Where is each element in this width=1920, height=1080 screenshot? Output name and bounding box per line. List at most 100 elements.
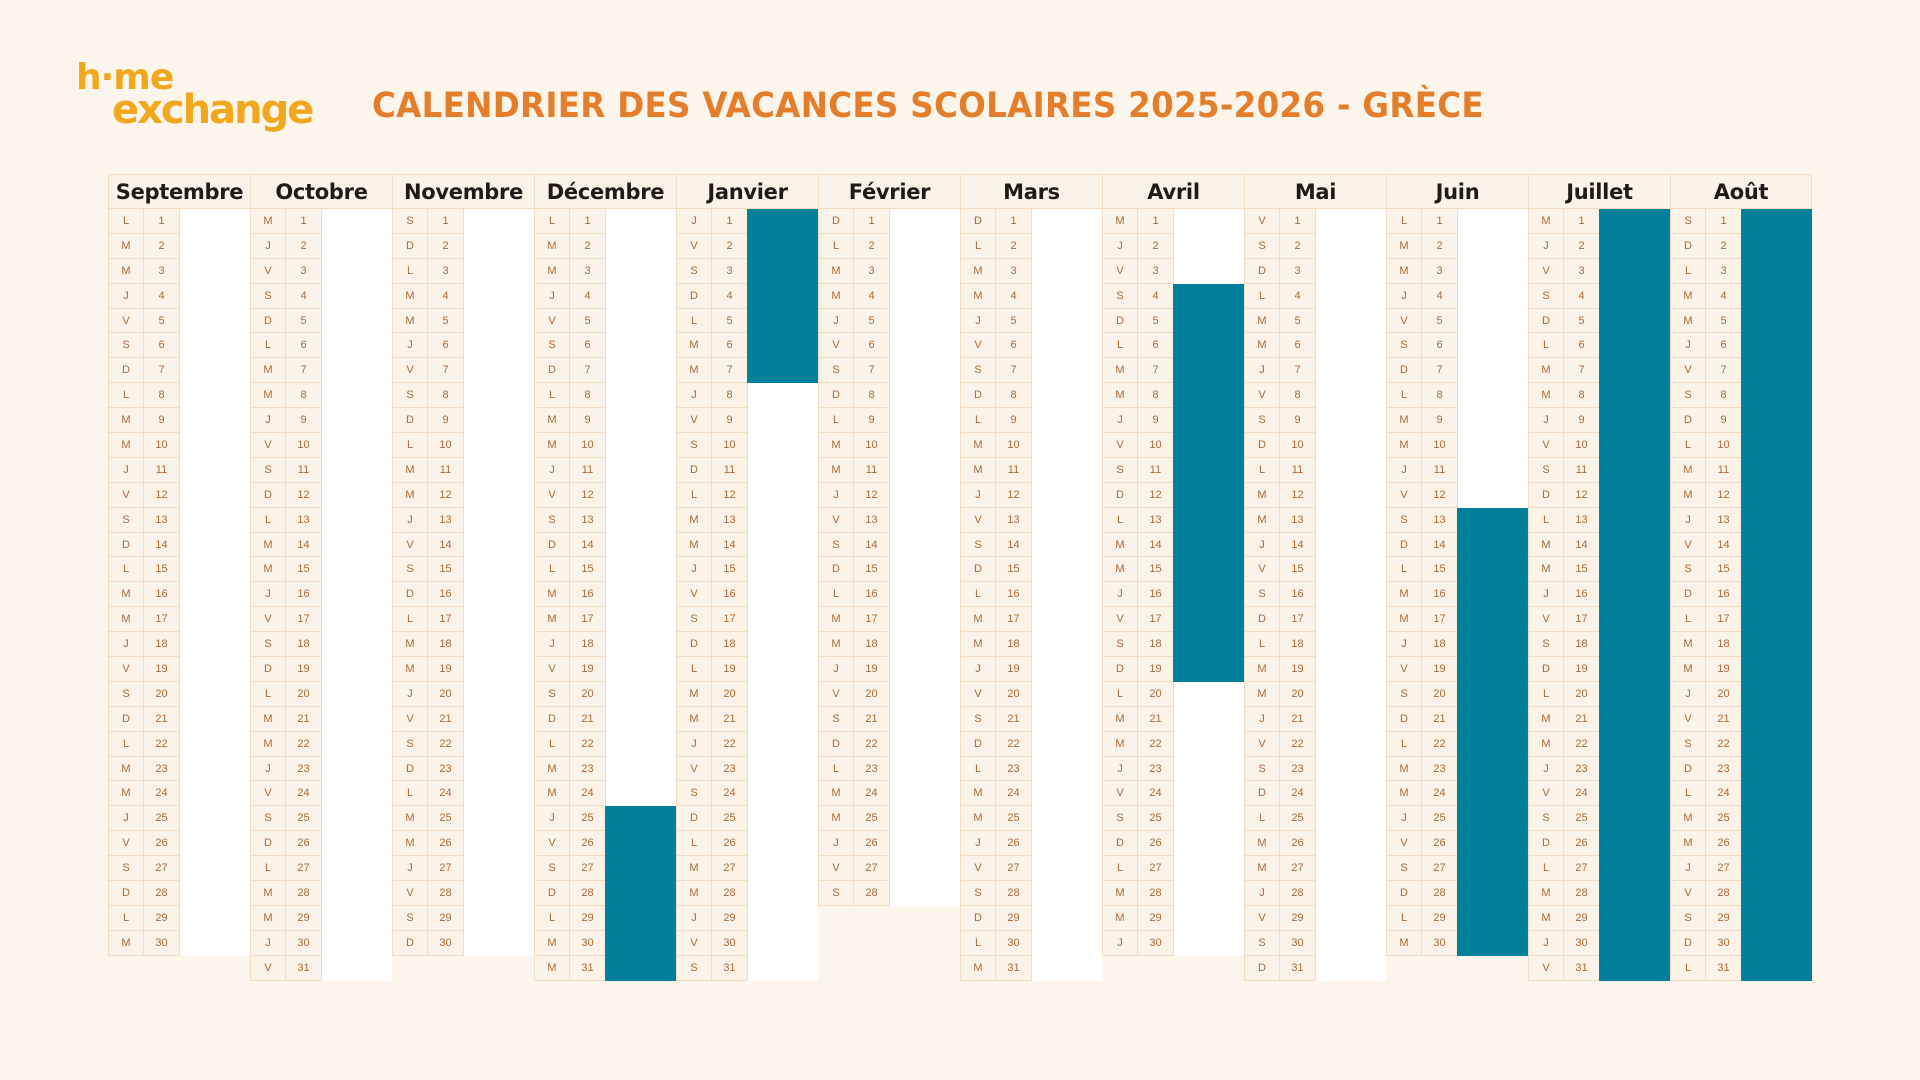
empty-day-cell xyxy=(179,408,250,434)
day-number: 11 xyxy=(1705,457,1741,483)
day-row: J 30 xyxy=(250,930,392,956)
weekday-letter: M xyxy=(1528,731,1563,757)
empty-day-cell xyxy=(1315,507,1386,533)
day-row: D 10 xyxy=(1244,433,1386,458)
empty-day-cell xyxy=(321,308,392,334)
school-holiday-calendar: Septembre L 1 M 2 M 3 J 4 V 5 S 6 D 7 L 8 M 9 M 10 J 11 V 12 S 13 D… xyxy=(108,174,1812,981)
empty-day-cell xyxy=(463,706,534,732)
empty-day-cell xyxy=(605,457,676,483)
weekday-letter: V xyxy=(1244,557,1279,583)
day-number: 1 xyxy=(1563,209,1599,234)
holiday-marker xyxy=(1741,681,1812,707)
weekday-letter: M xyxy=(1244,507,1279,533)
day-number: 30 xyxy=(285,930,321,956)
day-row: J 18 xyxy=(108,632,250,658)
weekday-letter: M xyxy=(250,905,285,931)
day-number: 30 xyxy=(427,930,463,956)
weekday-letter: S xyxy=(676,781,711,807)
day-number: 26 xyxy=(1705,831,1741,857)
day-number: 9 xyxy=(711,408,747,434)
empty-day-cell xyxy=(1173,856,1244,882)
weekday-letter: L xyxy=(108,209,143,234)
weekday-letter: L xyxy=(534,209,569,234)
empty-day-cell xyxy=(605,507,676,533)
homeexchange-logo: h·me exchange xyxy=(76,58,314,138)
empty-day-cell xyxy=(463,731,534,757)
day-row: D 21 xyxy=(534,706,676,732)
day-row: M 10 xyxy=(534,433,676,458)
day-row: M 21 xyxy=(1528,706,1670,732)
day-number: 13 xyxy=(1705,507,1741,533)
weekday-letter: S xyxy=(392,557,427,583)
day-number: 9 xyxy=(569,408,605,434)
holiday-marker xyxy=(1173,308,1244,334)
weekday-letter: L xyxy=(1244,457,1279,483)
day-number: 7 xyxy=(569,358,605,384)
empty-day-cell xyxy=(179,532,250,558)
holiday-marker xyxy=(1599,433,1670,458)
day-row: J 20 xyxy=(1670,681,1812,707)
day-number: 3 xyxy=(1563,258,1599,284)
weekday-letter: M xyxy=(534,433,569,458)
holiday-marker xyxy=(1599,905,1670,931)
weekday-letter: L xyxy=(534,557,569,583)
empty-day-cell xyxy=(463,681,534,707)
holiday-marker xyxy=(1457,930,1528,956)
holiday-marker xyxy=(1741,781,1812,807)
day-number: 19 xyxy=(427,657,463,682)
empty-day-cell xyxy=(747,856,818,882)
day-row: M 14 xyxy=(1102,532,1244,558)
weekday-letter: V xyxy=(392,532,427,558)
weekday-letter: J xyxy=(1102,756,1137,782)
day-number: 9 xyxy=(1705,408,1741,434)
weekday-letter: S xyxy=(1102,632,1137,658)
day-number: 16 xyxy=(1421,582,1457,608)
holiday-marker xyxy=(605,831,676,857)
day-row: M 16 xyxy=(108,582,250,608)
weekday-letter: M xyxy=(1670,482,1705,508)
day-number: 6 xyxy=(1279,333,1315,359)
holiday-marker xyxy=(1457,806,1528,832)
empty-day-cell xyxy=(1031,333,1102,359)
day-row: L 13 xyxy=(1102,507,1244,533)
day-number: 29 xyxy=(1421,905,1457,931)
weekday-letter: J xyxy=(676,209,711,234)
empty-day-cell xyxy=(605,781,676,807)
empty-day-cell xyxy=(747,905,818,931)
empty-day-cell xyxy=(179,333,250,359)
month-header: Décembre xyxy=(534,174,676,209)
weekday-letter: M xyxy=(392,632,427,658)
day-number: 7 xyxy=(1137,358,1173,384)
weekday-letter: D xyxy=(1244,258,1279,284)
day-row: M 10 xyxy=(1386,433,1528,458)
holiday-marker xyxy=(1599,955,1670,981)
day-number: 10 xyxy=(427,433,463,458)
day-number: 5 xyxy=(143,308,179,334)
day-row: M 10 xyxy=(960,433,1102,458)
holiday-marker xyxy=(1741,905,1812,931)
weekday-letter: V xyxy=(960,856,995,882)
holiday-marker xyxy=(1599,731,1670,757)
day-number: 3 xyxy=(711,258,747,284)
day-number: 12 xyxy=(995,482,1031,508)
weekday-letter: M xyxy=(534,582,569,608)
weekday-letter: M xyxy=(392,482,427,508)
day-number: 6 xyxy=(995,333,1031,359)
day-number: 14 xyxy=(711,532,747,558)
holiday-marker xyxy=(1741,856,1812,882)
empty-day-cell xyxy=(1315,756,1386,782)
weekday-letter: M xyxy=(960,283,995,309)
empty-day-cell xyxy=(179,607,250,633)
day-number: 16 xyxy=(995,582,1031,608)
holiday-marker xyxy=(605,955,676,981)
day-number: 22 xyxy=(1421,731,1457,757)
weekday-letter: D xyxy=(1102,308,1137,334)
